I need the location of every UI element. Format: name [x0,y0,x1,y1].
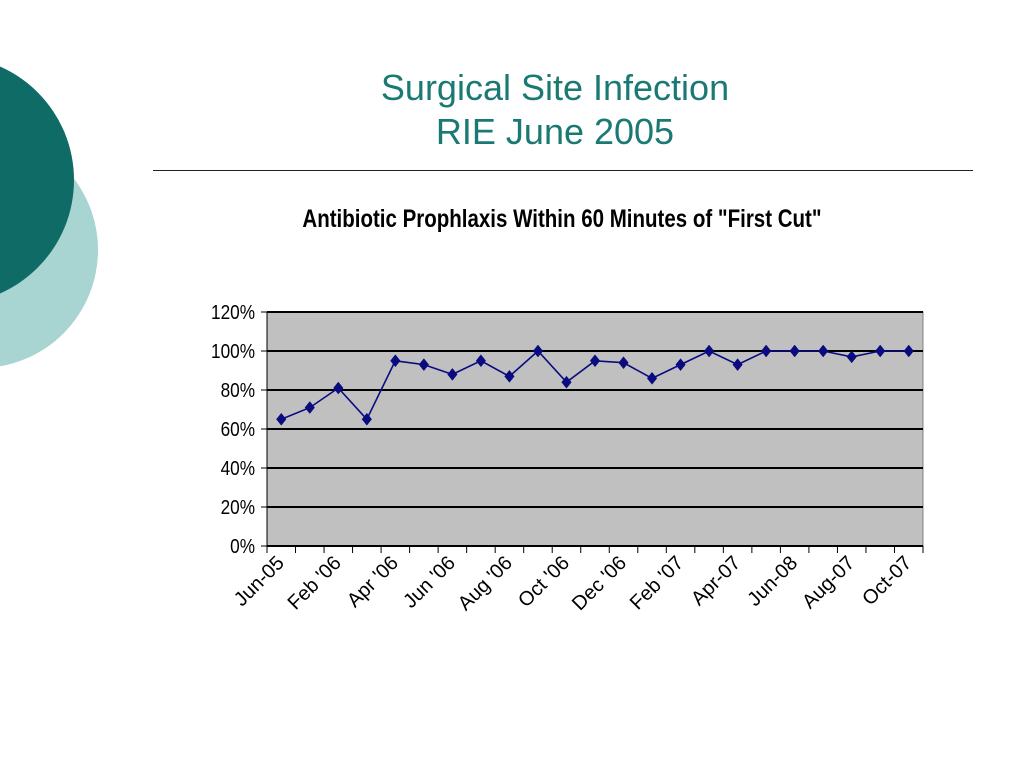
data-point [703,344,715,358]
x-tick-label: Jun-08 [743,552,802,611]
data-point [276,412,287,426]
data-point [761,344,772,358]
slide-title: Surgical Site Infection RIE June 2005 [330,66,780,154]
series [276,344,914,426]
x-tick-label: Dec '06 [568,552,631,615]
data-point [818,344,829,358]
title-divider [153,170,973,171]
data-point [475,354,487,368]
slide-title-line-1: Surgical Site Infection [380,67,730,108]
y-tick-label: 100% [211,340,255,363]
x-tick-label: Oct-07 [858,552,916,610]
data-point [390,354,401,368]
y-tick-label: 60% [221,418,255,441]
y-tick-label: 20% [221,496,255,519]
y-axis: 0% 20% 40% 60% 80% 100% 120% [211,301,268,558]
data-point [875,344,886,358]
x-tick-label: Apr-07 [687,552,745,610]
data-point [361,412,372,426]
data-point [532,344,544,358]
x-tick-label: Aug-07 [798,552,859,613]
y-tick-label: 120% [211,301,255,324]
data-point [789,344,800,358]
data-point [504,369,515,383]
data-point [903,344,914,358]
data-point [447,367,458,381]
data-point [618,356,629,370]
data-point [675,358,686,372]
chart-title: Antibiotic Prophlaxis Within 60 Minutes … [302,204,821,232]
data-point [846,350,857,364]
data-point [418,358,429,372]
dark-teal-circle [0,66,74,294]
y-tick-label: 80% [221,379,255,402]
x-tick-label: Oct '06 [514,552,574,612]
slide-title-line-2: RIE June 2005 [435,111,675,152]
x-tick-label: Jun-05 [230,552,289,611]
data-point [646,371,658,385]
decorative-circles [0,66,98,367]
y-tick-label: 0% [230,535,255,558]
x-tick-label: Aug '06 [454,552,517,615]
data-point [304,401,315,414]
data-point [333,381,344,395]
y-tick-label: 40% [221,457,255,480]
x-tick-label: Jun '06 [399,552,460,613]
x-tick-label: Apr '06 [343,552,403,612]
data-point [589,354,601,368]
data-point [561,375,572,389]
x-tick-label: Feb '06 [284,552,346,614]
data-point [732,358,743,372]
x-tick-label: Feb '07 [626,552,688,614]
